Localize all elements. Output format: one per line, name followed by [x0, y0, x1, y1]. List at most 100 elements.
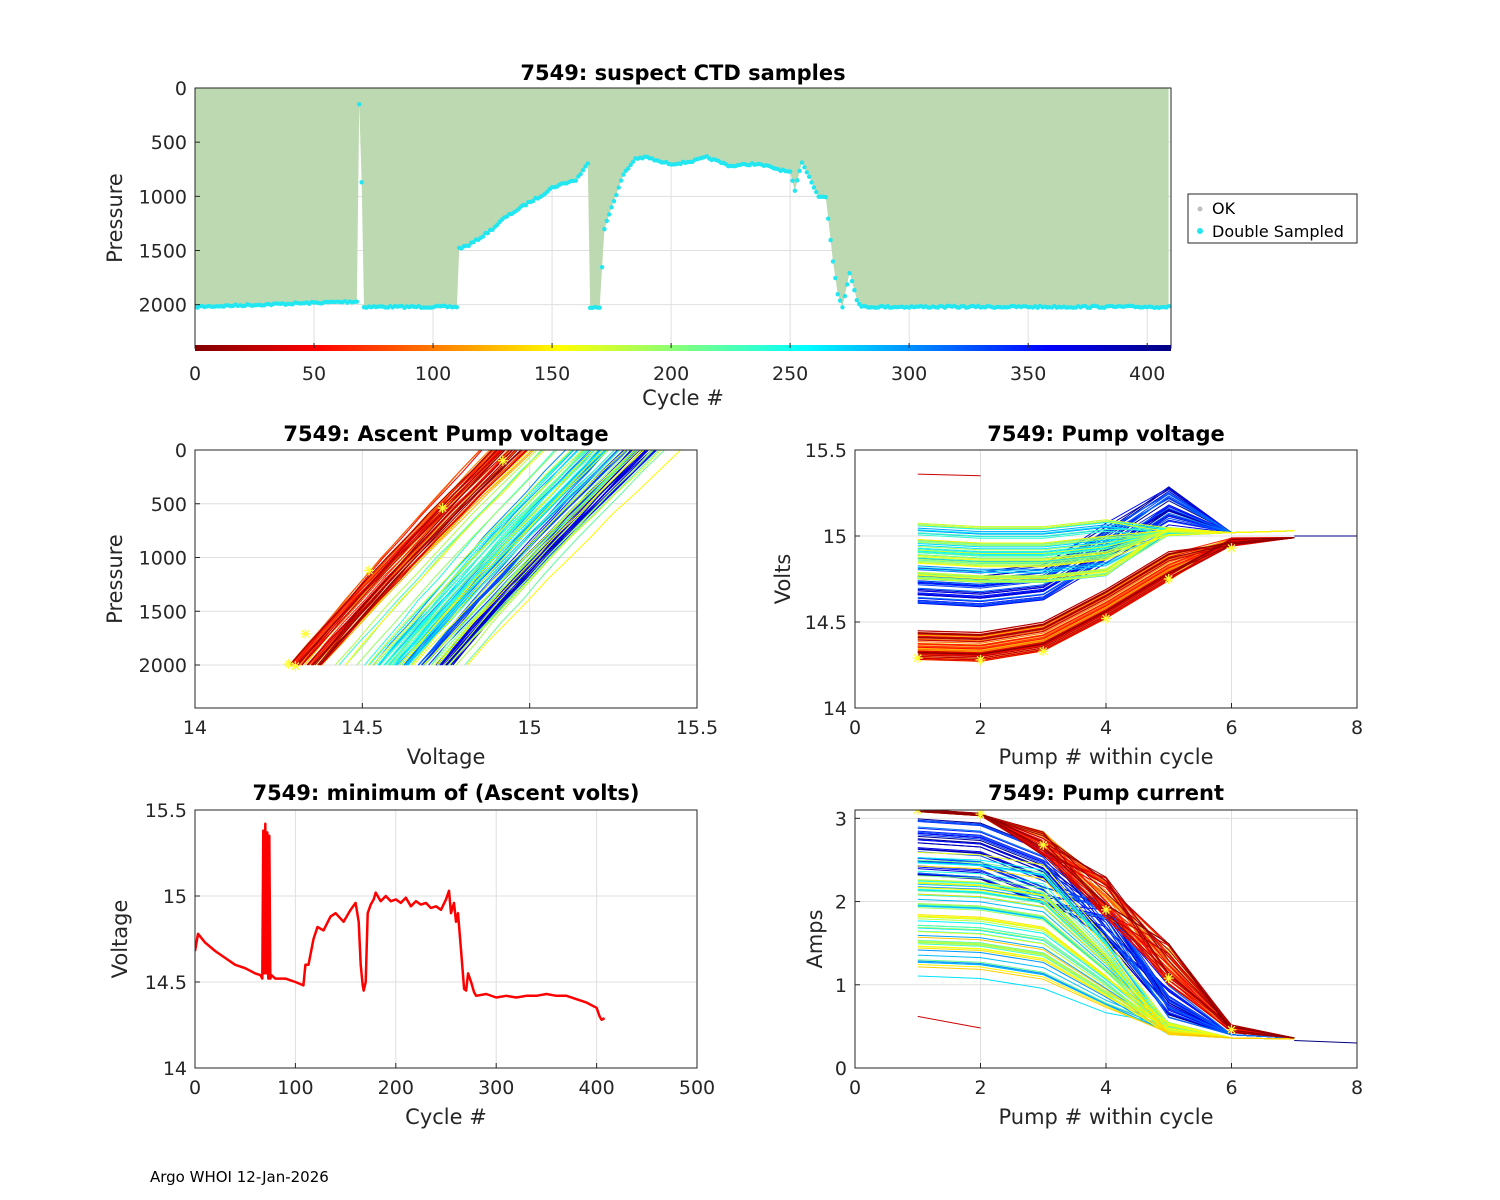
pumpc-xtick-label: 4	[1100, 1077, 1112, 1099]
ctd-double-point	[852, 287, 857, 293]
ctd-double-point	[614, 192, 619, 198]
ascent-cycle-line	[430, 450, 620, 666]
pumpv-marker	[1226, 543, 1237, 554]
ctd-double-point	[830, 259, 836, 264]
ascent-cycle-line	[377, 450, 573, 666]
minv-xtick-label: 300	[478, 1077, 514, 1099]
pumpv-xtick-label: 4	[1100, 717, 1112, 739]
ascent-series-lines	[288, 450, 681, 666]
pumpc-marker	[1038, 839, 1049, 850]
ctd-ylabel: Pressure	[103, 173, 127, 263]
pumpv-cycle-line	[917, 537, 1295, 655]
pumpc-panel: 0 2 4 6 8 0 1 2 3 7549: Pump current Pump # with…	[803, 781, 1363, 1129]
ascent-cycle-line	[413, 450, 626, 666]
ascent-marker	[290, 661, 301, 672]
legend-ok-label: OK	[1212, 199, 1236, 218]
ascent-cycle-line	[467, 450, 681, 666]
ctd-double-point	[802, 165, 807, 170]
ascent-cycle-line	[449, 450, 660, 666]
ctd-double-point	[602, 226, 607, 232]
ascent-marker	[364, 565, 375, 576]
ctd-xlabel: Cycle #	[642, 386, 724, 410]
ctd-double-point	[1166, 303, 1171, 309]
ascent-markers	[283, 455, 508, 672]
ascent-xtick-label: 14	[183, 717, 207, 739]
ctd-double-point	[837, 298, 843, 303]
ctd-double-point	[495, 222, 500, 228]
pumpc-ytick-label: 1	[835, 975, 847, 997]
ascent-title: 7549: Ascent Pump voltage	[283, 422, 608, 446]
ascent-cycle-line	[372, 450, 566, 666]
ctd-double-point	[787, 169, 793, 174]
pumpv-marker	[1101, 613, 1111, 624]
ctd-double-point	[826, 216, 831, 221]
ctd-double-point	[847, 270, 852, 276]
ascent-ylabel: Pressure	[103, 534, 127, 624]
ctd-ytick-label: 1500	[139, 241, 187, 263]
pumpv-cycle-line	[917, 537, 1295, 636]
legend-ok-marker	[1197, 206, 1203, 212]
pumpc-xlabel: Pump # within cycle	[999, 1105, 1214, 1129]
ascent-cycle-line	[317, 450, 516, 666]
ctd-xtick-label: 250	[772, 363, 808, 385]
pumpv-outlier-line	[917, 473, 981, 477]
ascent-cycle-line	[290, 450, 501, 666]
pumpc-marker	[1163, 973, 1174, 984]
ascent-cycle-line	[464, 450, 665, 666]
ctd-double-point	[480, 234, 486, 239]
minv-xlabel: Cycle #	[405, 1105, 487, 1129]
ctd-double-point	[573, 178, 579, 183]
ctd-ok-area	[195, 88, 1169, 307]
ascent-cycle-line	[411, 450, 603, 666]
ctd-double-point	[795, 178, 800, 183]
ascent-ytick-label: 1500	[139, 601, 187, 623]
ctd-double-point	[845, 282, 850, 287]
ctd-double-point	[828, 237, 833, 243]
ascent-cycle-line	[321, 450, 535, 666]
minv-title: 7549: minimum of (Ascent volts)	[252, 781, 639, 805]
ascent-cycle-line	[318, 450, 522, 666]
minv-ytick-label: 15	[163, 886, 187, 908]
ascent-cycle-line	[422, 450, 635, 666]
ascent-cycle-line	[387, 450, 587, 666]
pumpc-marker	[1226, 1024, 1237, 1035]
ctd-double-point	[792, 188, 798, 193]
ascent-cycle-line	[320, 450, 527, 666]
minv-ylabel: Voltage	[108, 900, 132, 979]
minv-xtick-label: 200	[378, 1077, 414, 1099]
pumpv-xlabel: Pump # within cycle	[999, 745, 1214, 769]
ctd-double-point	[597, 305, 602, 310]
ascent-panel: 14 14.5 15 15.5 0 500 1000 1500 2000 7549: Ascen…	[103, 422, 718, 769]
ascent-ytick-label: 2000	[139, 655, 187, 677]
pumpv-cycle-line	[917, 529, 1295, 544]
ctd-legend: OK Double Sampled	[1187, 193, 1358, 244]
ascent-ytick-label: 0	[175, 440, 187, 462]
ascent-cycle-line	[391, 450, 586, 666]
ctd-double-point	[621, 172, 626, 177]
pumpv-xtick-label: 2	[974, 717, 986, 739]
ctd-double-point	[833, 275, 838, 281]
ctd-double-point	[630, 159, 636, 164]
ctd-double-point	[797, 168, 802, 174]
pumpv-marker	[912, 653, 923, 664]
ascent-cycle-line	[364, 450, 556, 666]
pumpc-markers	[912, 810, 1237, 1035]
ctd-xtick-label: 150	[534, 363, 570, 385]
ascent-cycle-line	[372, 450, 584, 666]
pumpv-xtick-label: 6	[1225, 717, 1237, 739]
ascent-cycle-line	[345, 450, 542, 666]
minv-xtick-label: 500	[679, 1077, 715, 1099]
ctd-double-point	[485, 230, 490, 236]
ctd-double-point	[604, 218, 610, 224]
pumpc-ytick-label: 2	[835, 892, 847, 914]
pumpc-ytick-label: 0	[835, 1058, 847, 1080]
ctd-double-sampled-points	[195, 102, 1171, 311]
ctd-double-point	[811, 185, 817, 190]
ctd-double-point	[618, 178, 624, 183]
ctd-xtick-label: 300	[891, 363, 927, 385]
pumpc-xtick-label: 6	[1225, 1077, 1237, 1099]
ascent-cycle-line	[402, 450, 594, 666]
pumpv-ylabel: Volts	[771, 554, 795, 605]
pumpc-xtick-label: 0	[849, 1077, 861, 1099]
